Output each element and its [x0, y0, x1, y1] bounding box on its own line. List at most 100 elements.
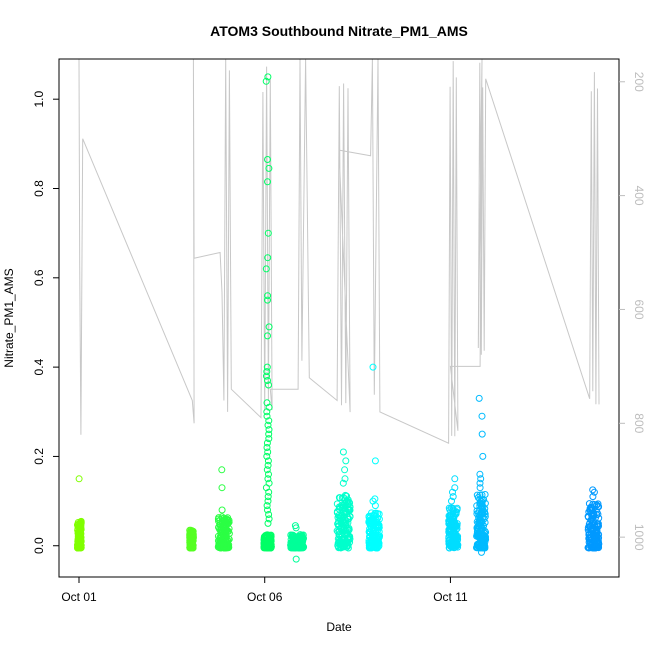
data-point: [341, 466, 349, 474]
data-point: [473, 510, 481, 518]
data-point: [265, 381, 272, 389]
data-point: [594, 500, 602, 508]
data-point: [584, 524, 592, 531]
data-point: [473, 532, 481, 540]
data-point: [474, 519, 482, 527]
data-point: [220, 534, 228, 542]
data-point: [451, 511, 459, 519]
right-y-tick-label: 1000: [632, 524, 646, 551]
data-point: [292, 524, 300, 532]
y-tick-label: 0.0: [32, 537, 46, 554]
data-point: [218, 484, 226, 492]
data-point: [593, 542, 601, 549]
data-point: [375, 510, 383, 518]
data-point: [371, 495, 379, 503]
data-point: [264, 461, 272, 469]
data-point: [449, 493, 457, 501]
data-point: [264, 229, 272, 237]
data-point: [219, 517, 227, 525]
data-point: [333, 508, 341, 516]
data-point: [263, 439, 271, 447]
data-point: [262, 265, 270, 273]
right-y-tick-label: 400: [632, 186, 646, 206]
data-point: [263, 466, 271, 474]
data-point: [263, 372, 270, 380]
data-point: [587, 544, 595, 552]
data-point: [481, 505, 489, 512]
data-point: [449, 488, 456, 496]
data-point: [475, 514, 483, 522]
data-point: [265, 511, 273, 518]
data-point: [449, 543, 457, 551]
data-point: [264, 421, 272, 429]
data-point: [375, 515, 383, 523]
data-point: [75, 475, 83, 483]
data-point: [339, 479, 347, 487]
data-point: [335, 512, 343, 520]
data-point: [76, 528, 84, 536]
data-point: [265, 417, 273, 425]
data-point: [589, 493, 597, 501]
data-point: [265, 470, 272, 478]
data-point: [590, 511, 598, 519]
x-tick-label: Oct 01: [61, 590, 97, 604]
x-axis-title: Date: [326, 620, 352, 634]
data-point: [346, 533, 354, 540]
data-point: [342, 457, 350, 465]
data-point: [77, 541, 85, 549]
data-point: [586, 534, 594, 542]
data-point: [337, 541, 345, 549]
data-point: [264, 332, 271, 340]
data-point: [589, 530, 597, 537]
data-point: [264, 292, 272, 300]
y-tick-label: 1.0: [32, 91, 46, 108]
data-point: [586, 523, 593, 531]
data-point: [264, 497, 272, 505]
data-point: [265, 488, 273, 496]
data-point: [75, 529, 83, 537]
data-point: [477, 475, 485, 483]
secondary-series-layer: [78, 58, 600, 444]
data-point: [476, 531, 483, 539]
data-point: [335, 530, 343, 538]
data-point: [222, 516, 230, 524]
data-point: [264, 519, 272, 527]
secondary-trace-line: [78, 58, 600, 444]
data-point: [476, 479, 484, 487]
data-point: [264, 73, 272, 81]
data-point: [77, 543, 85, 551]
data-point: [585, 530, 593, 538]
data-point: [77, 533, 85, 541]
data-point: [264, 156, 271, 163]
data-point: [264, 493, 272, 501]
data-point: [450, 544, 458, 552]
data-point: [590, 488, 598, 496]
data-point: [264, 540, 272, 548]
x-tick-label: Oct 11: [433, 590, 468, 604]
data-point: [476, 495, 484, 503]
data-point: [367, 517, 375, 524]
data-point: [264, 506, 271, 514]
data-point: [479, 452, 487, 460]
data-point: [449, 505, 457, 513]
data-point: [584, 544, 592, 551]
right-y-tick-label: 200: [632, 72, 646, 92]
data-point: [366, 544, 374, 552]
data-point: [478, 412, 486, 420]
y-axis-title: Nitrate_PM1_AMS: [2, 268, 16, 367]
data-point: [341, 475, 349, 483]
data-point: [288, 543, 296, 551]
right-y-tick-label: 600: [632, 299, 646, 319]
right-y-tick-label: 800: [632, 413, 646, 433]
data-point: [265, 323, 273, 331]
data-point: [584, 526, 592, 534]
data-point: [336, 494, 344, 502]
data-point: [586, 506, 594, 514]
data-point: [476, 484, 484, 492]
y-tick-label: 0.6: [32, 269, 46, 286]
data-point: [188, 543, 196, 551]
data-point: [265, 426, 273, 434]
data-point: [339, 448, 347, 456]
data-point: [479, 531, 487, 539]
plot-frame: [58, 58, 620, 578]
